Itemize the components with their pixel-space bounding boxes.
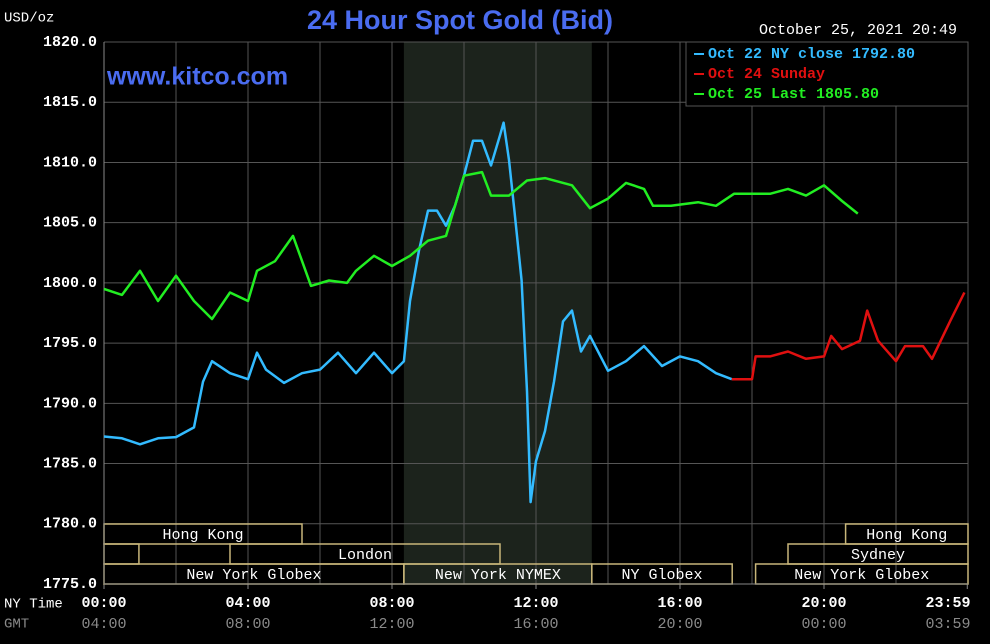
session-label: NY Globex: [621, 567, 702, 584]
x2-tick-label: 08:00: [225, 616, 270, 633]
plot-area: 1775.0 1780.0 1785.0 1790.0 1795.0 1800.0 1805…: [43, 34, 971, 633]
x2-tick-label: 00:00: [801, 616, 846, 633]
y-axis-label: USD/oz: [4, 11, 54, 27]
x2-axis-label: GMT: [4, 617, 29, 633]
highlight-region: [403, 42, 592, 584]
x2-tick-label: 12:00: [369, 616, 414, 633]
session-label: New York NYMEX: [435, 567, 561, 584]
y-tick-label: 1775.0: [43, 576, 97, 593]
legend-label: Oct 24 Sunday: [708, 66, 825, 83]
x2-tick-label: 16:00: [513, 616, 558, 633]
y-tick-label: 1780.0: [43, 516, 97, 533]
x-tick-label: 12:00: [513, 595, 558, 612]
price-line: [731, 291, 966, 381]
y-tick-label: 1800.0: [43, 275, 97, 292]
price-line: [103, 170, 859, 321]
y-tick-label: 1815.0: [43, 94, 97, 111]
y-tick-label: 1795.0: [43, 335, 97, 352]
session-label: Hong Kong: [866, 527, 947, 544]
chart-title: 24 Hour Spot Gold (Bid): [307, 5, 613, 35]
x2-tick-label: 20:00: [657, 616, 702, 633]
session-label: New York Globex: [794, 567, 929, 584]
x2-tick-label: 03:59: [925, 616, 970, 633]
x-tick-label: 04:00: [225, 595, 270, 612]
y-tick-label: 1820.0: [43, 34, 97, 51]
y-tick-label: 1790.0: [43, 395, 97, 412]
y-tick-label: 1810.0: [43, 154, 97, 171]
x-tick-label: 20:00: [801, 595, 846, 612]
x2-tick-label: 04:00: [81, 616, 126, 633]
session-label: New York Globex: [186, 567, 321, 584]
watermark: www.kitco.com: [106, 63, 288, 91]
x-tick-label: 00:00: [81, 595, 126, 612]
y-tick-label: 1785.0: [43, 456, 97, 473]
legend-label: Oct 22 NY close 1792.80: [708, 46, 915, 63]
x-tick-label: 16:00: [657, 595, 702, 612]
legend-box: [685, 41, 969, 107]
session-label: Sydney: [851, 547, 905, 564]
legend-label: Oct 25 Last 1805.80: [708, 86, 879, 103]
x-tick-label: 23:59: [925, 595, 970, 612]
x-axis-label: NY Time: [4, 597, 63, 613]
chart-subtitle: October 25, 2021 20:49: [759, 22, 957, 39]
x-tick-label: 08:00: [369, 595, 414, 612]
y-tick-label: 1805.0: [43, 215, 97, 232]
session-label: London: [338, 547, 392, 564]
session-label: Hong Kong: [162, 527, 243, 544]
